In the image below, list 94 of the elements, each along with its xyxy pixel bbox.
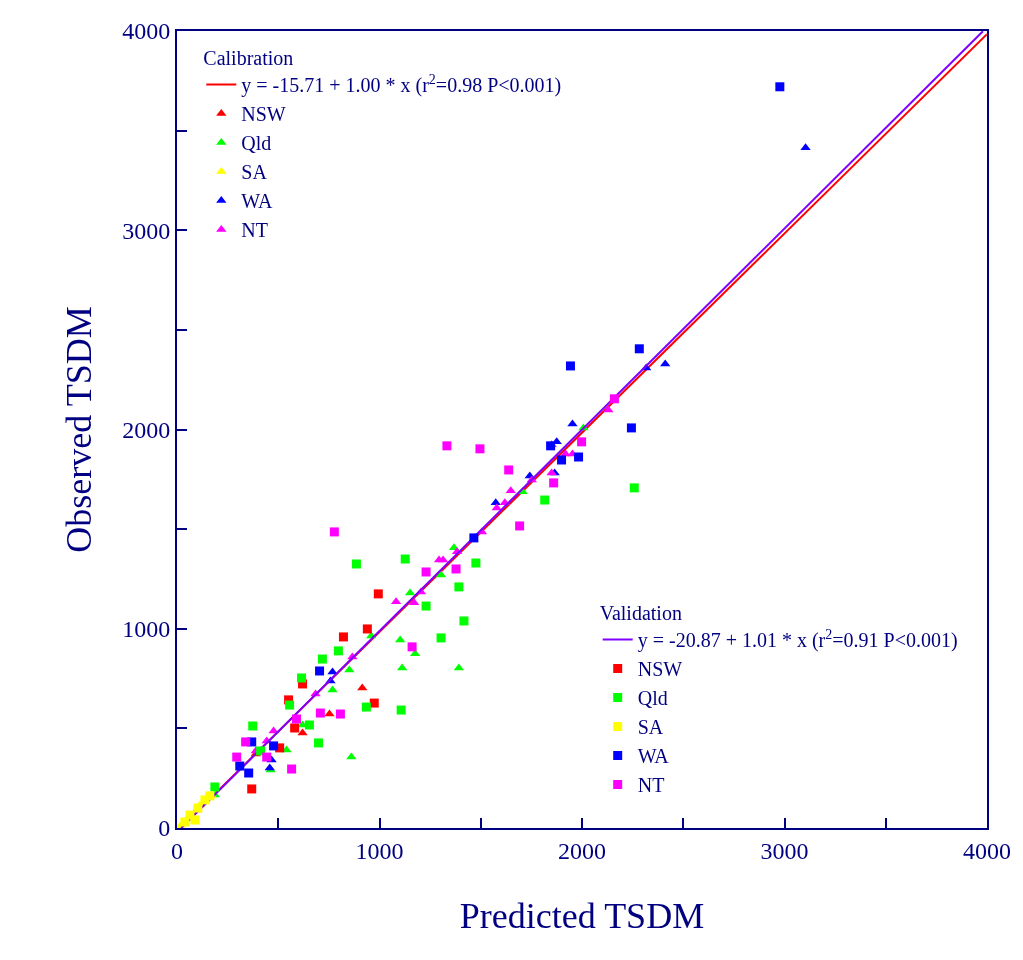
- point: [256, 746, 266, 756]
- point: [491, 503, 502, 511]
- point: [490, 498, 501, 506]
- point: [451, 564, 461, 574]
- legend-label: y = -20.87 + 1.01 * x (r$^{2}$=0.91 P<0.001): [637, 626, 958, 653]
- legend-label: SA: [241, 161, 268, 184]
- y-tick-label: 1000: [122, 616, 171, 643]
- y-tick-label: 4000: [122, 18, 171, 45]
- point: [351, 559, 361, 569]
- point: [285, 700, 295, 710]
- point: [180, 817, 190, 827]
- point: [329, 527, 339, 537]
- point: [317, 654, 327, 664]
- point: [369, 698, 379, 708]
- point: [442, 441, 452, 451]
- point: [315, 708, 325, 718]
- point: [775, 82, 785, 92]
- point: [248, 721, 258, 731]
- point: [629, 483, 639, 493]
- point: [459, 616, 469, 626]
- point: [577, 437, 587, 447]
- x-axis-title: Predicted TSDM: [459, 896, 705, 936]
- point: [297, 728, 308, 736]
- point: [210, 782, 220, 792]
- y-axis-title: Observed TSDM: [58, 306, 99, 553]
- y-tick-label: 2000: [122, 416, 171, 443]
- point: [505, 486, 516, 494]
- point: [400, 554, 410, 564]
- point: [504, 465, 514, 475]
- point: [421, 567, 431, 577]
- point: [660, 359, 671, 367]
- point: [362, 624, 372, 634]
- point: [469, 533, 479, 543]
- legend-label: y = -15.71 + 1.00 * x (r$^{2}$=0.98 P<0.001): [241, 71, 562, 98]
- point: [557, 455, 567, 465]
- point: [297, 673, 307, 683]
- legend-label: SA: [637, 716, 664, 739]
- point: [338, 632, 348, 642]
- point: [333, 646, 343, 656]
- x-tick-label: 3000: [760, 837, 809, 864]
- point: [540, 495, 550, 505]
- y-tick-label: 3000: [122, 217, 171, 244]
- legend-label: NSW: [241, 103, 286, 126]
- point: [603, 405, 614, 413]
- point: [262, 752, 272, 762]
- point: [235, 761, 245, 771]
- x-tick-label: 4000: [963, 837, 1011, 864]
- point: [344, 665, 355, 673]
- legend-label: Qld: [637, 687, 668, 710]
- point: [244, 768, 254, 778]
- point: [549, 478, 559, 488]
- point: [304, 720, 314, 730]
- point: [609, 394, 619, 404]
- point: [315, 666, 325, 676]
- point: [324, 709, 335, 717]
- point: [190, 815, 200, 825]
- point: [515, 521, 525, 531]
- point: [290, 723, 300, 733]
- annotation: Validation: [599, 602, 682, 625]
- point: [567, 419, 578, 427]
- point: [241, 737, 251, 747]
- y-tick-label: 0: [158, 815, 171, 842]
- point: [327, 685, 338, 693]
- point: [574, 452, 584, 462]
- x-tick-label: 1000: [355, 837, 404, 864]
- legend-label: NT: [241, 219, 268, 242]
- point: [335, 709, 345, 719]
- point: [407, 642, 417, 652]
- point: [475, 444, 485, 454]
- point: [436, 633, 446, 643]
- legend-label: NT: [637, 774, 665, 797]
- legend-label: NSW: [637, 658, 683, 681]
- legend-label: Qld: [241, 132, 272, 155]
- legend-label: WA: [241, 190, 273, 213]
- point: [421, 601, 431, 611]
- point: [396, 705, 406, 715]
- legend-label: WA: [637, 745, 670, 768]
- point: [565, 361, 575, 371]
- annotation: Calibration: [203, 46, 294, 69]
- point: [291, 714, 301, 724]
- x-tick-label: 2000: [558, 837, 606, 864]
- point: [247, 784, 257, 794]
- point: [454, 582, 464, 592]
- point: [800, 143, 811, 151]
- point: [373, 589, 383, 599]
- point: [287, 764, 297, 774]
- point: [232, 752, 242, 762]
- point: [626, 423, 636, 433]
- point: [357, 683, 368, 691]
- point: [269, 741, 279, 751]
- point: [361, 702, 371, 712]
- point: [634, 344, 644, 354]
- point: [314, 738, 324, 748]
- point: [471, 558, 481, 568]
